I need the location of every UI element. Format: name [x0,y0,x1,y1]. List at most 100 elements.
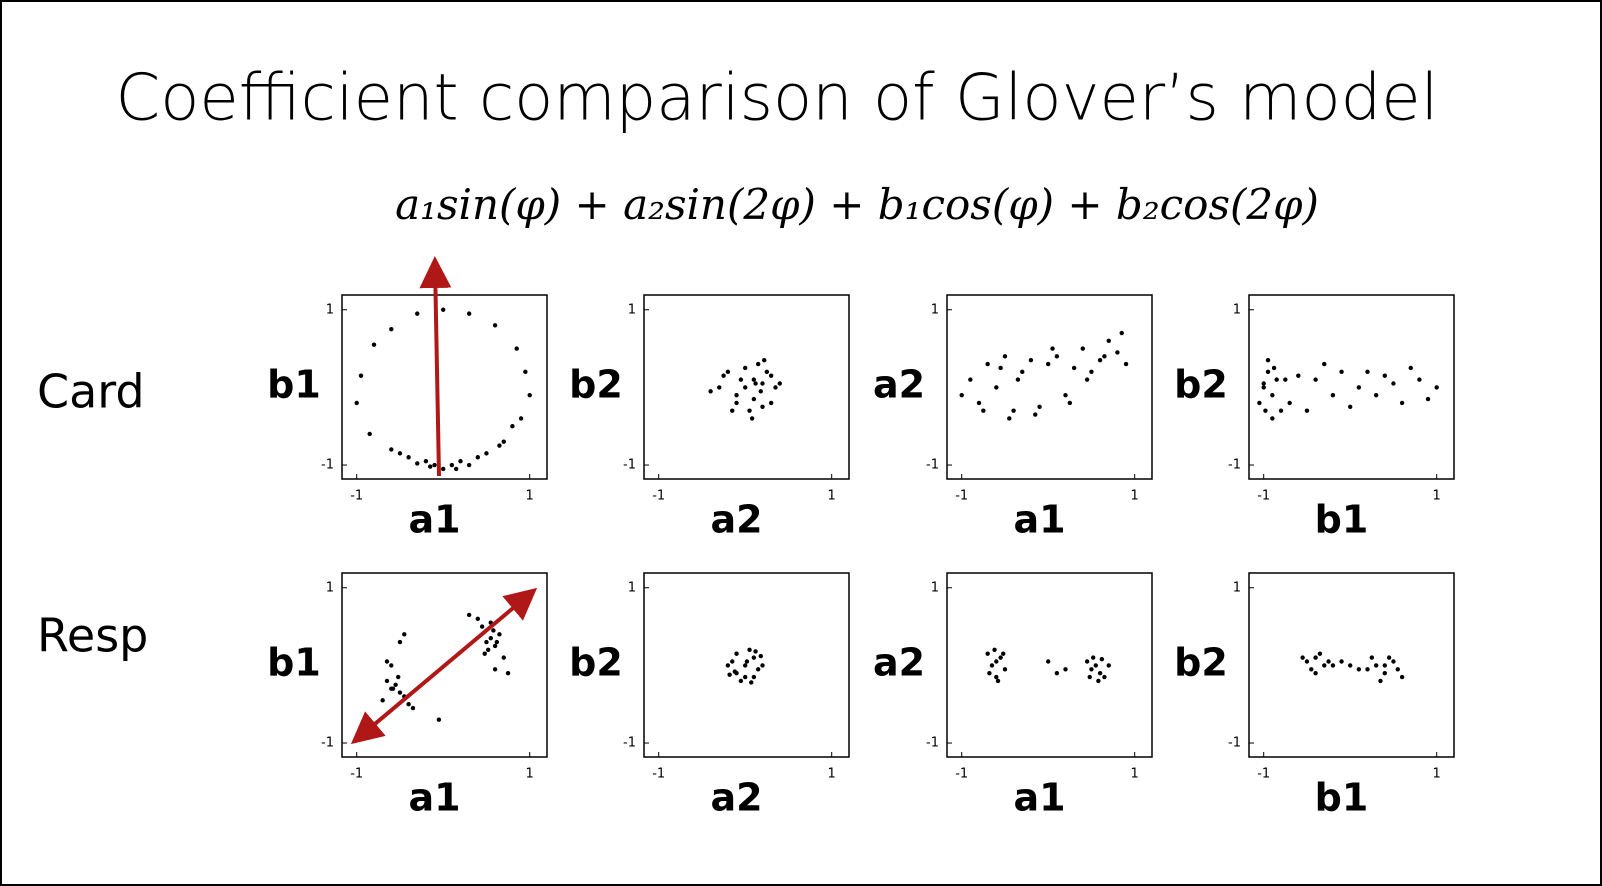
y-axis-label: b2 [1174,363,1228,407]
point [485,647,491,653]
point [390,686,396,691]
point [1382,670,1388,676]
point [479,624,485,629]
point [992,647,997,653]
point [981,408,986,413]
point [1369,655,1375,660]
point [985,361,990,367]
plot-frame [946,294,1153,480]
point [397,690,403,695]
point [410,705,416,711]
point [367,431,372,437]
point [501,655,506,660]
point [371,342,377,347]
plot-frame [1248,294,1455,480]
point [768,373,774,378]
point [725,369,731,375]
point [738,678,744,684]
point [1071,365,1077,371]
x-tick-label: 1 [828,489,836,504]
point [482,651,487,656]
point [1265,358,1271,363]
point [762,358,767,363]
point [1373,663,1379,668]
point [998,655,1003,660]
point [358,373,364,378]
point [466,311,472,316]
point [1382,373,1388,378]
x-tick-label: 1 [1433,767,1441,782]
point [1317,651,1323,656]
point [743,365,748,371]
point [744,659,750,664]
point [514,346,519,351]
point [1399,400,1405,406]
point [727,672,732,677]
point [1304,659,1310,664]
y-axis-label: a2 [873,363,925,407]
point [976,400,982,406]
arrow [350,587,538,745]
point [1399,674,1405,680]
point [1007,416,1012,421]
y-tick-label: -1 [1228,736,1241,751]
plot-frame [643,294,850,480]
point [1339,659,1344,664]
point [773,385,778,390]
point [501,439,506,444]
point [1087,674,1092,680]
point [1296,373,1301,378]
point [1373,392,1379,398]
point [743,674,748,680]
point [1287,400,1292,406]
point [1278,408,1284,413]
point [518,416,524,421]
point [1099,656,1105,662]
point [747,408,752,413]
point [1322,361,1327,367]
point [1365,667,1370,672]
point [389,326,394,332]
x-tick-label: -1 [1257,767,1270,782]
point [1028,358,1034,363]
point [1080,346,1086,351]
point [510,424,515,429]
point [449,462,455,468]
y-tick-label: 1 [1233,302,1241,317]
point [758,389,763,394]
point [749,680,754,685]
point [751,396,757,402]
point [994,385,999,390]
point [1089,369,1094,375]
y-tick-label: 1 [326,580,334,595]
annotation-arrows [350,256,538,745]
point [1102,674,1107,680]
point [753,381,758,386]
point [494,639,500,645]
point [721,373,726,378]
y-axis-label: b1 [267,363,321,407]
point [1425,396,1431,402]
point [475,616,481,622]
point [384,659,390,664]
point [1046,361,1051,367]
point [441,307,446,312]
point [768,400,774,406]
point [1037,404,1042,409]
point [1330,663,1336,668]
point [1313,377,1318,382]
point [1046,659,1051,664]
y-tick-label: 1 [931,302,939,317]
point [1002,354,1008,359]
point [1106,663,1111,668]
point [488,636,493,641]
point [987,670,992,676]
point [384,678,390,684]
y-tick-label: -1 [321,736,334,751]
point [777,381,783,386]
point [492,323,498,328]
x-tick-label: 1 [1131,489,1139,504]
x-tick-label: 1 [526,489,534,504]
point [1386,655,1392,660]
point [1322,663,1327,668]
